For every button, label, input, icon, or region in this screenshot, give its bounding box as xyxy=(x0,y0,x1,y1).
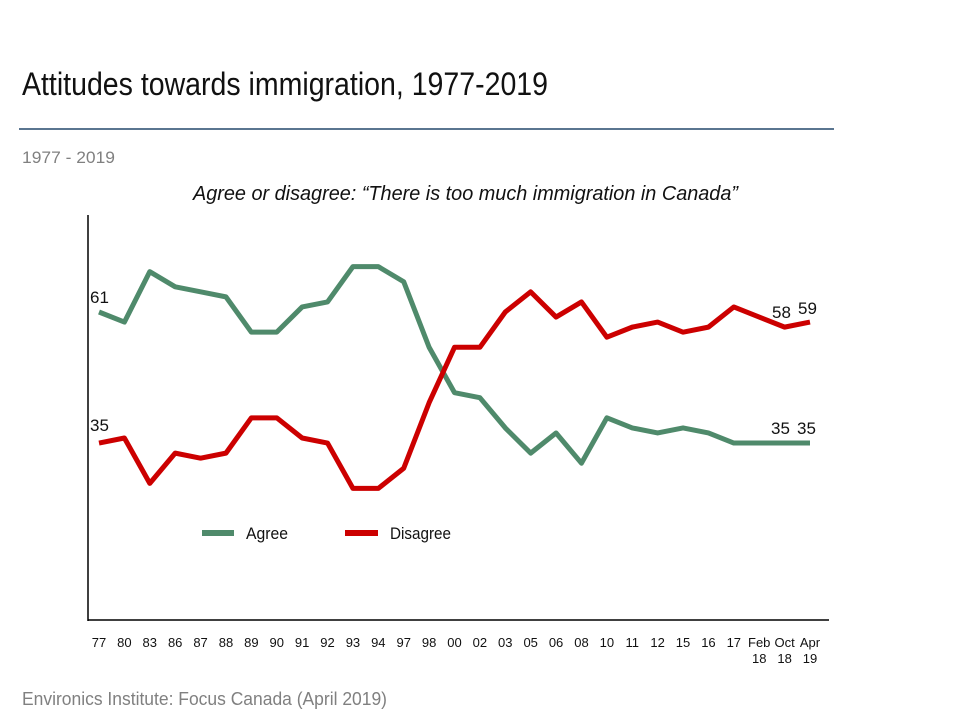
x-tick-label: 92 xyxy=(320,635,334,650)
x-tick-label: 17 xyxy=(727,635,741,650)
label-agree-start: 61 xyxy=(90,288,109,307)
x-tick-label: 87 xyxy=(193,635,207,650)
x-tick-label: 80 xyxy=(117,635,131,650)
label-disagree-start: 35 xyxy=(90,416,109,435)
x-tick-label: 10 xyxy=(600,635,614,650)
x-tick-label: 16 xyxy=(701,635,715,650)
x-tick-label: 90 xyxy=(270,635,284,650)
slide-subtitle: 1977 - 2019 xyxy=(22,148,115,167)
slide-title: Attitudes towards immigration, 1977-2019 xyxy=(22,66,548,102)
chart-title: Agree or disagree: “There is too much im… xyxy=(192,183,739,205)
x-tick-label: Apr xyxy=(800,635,821,650)
x-tick-label: 98 xyxy=(422,635,436,650)
x-tick-label: 97 xyxy=(396,635,410,650)
series-line-disagree xyxy=(98,289,811,491)
x-tick-label: 18 xyxy=(777,651,791,666)
x-tick-label: Feb xyxy=(748,635,770,650)
x-tick-label: 94 xyxy=(371,635,385,650)
x-tick-label: 12 xyxy=(650,635,664,650)
legend-label-agree: Agree xyxy=(246,524,288,543)
label-disagree-oct18: 58 xyxy=(772,303,791,322)
label-agree-oct18: 35 xyxy=(771,419,790,438)
x-tick-label: 06 xyxy=(549,635,563,650)
legend-label-disagree: Disagree xyxy=(390,524,451,543)
x-tick-label: 11 xyxy=(626,635,640,650)
x-tick-label: 86 xyxy=(168,635,182,650)
label-agree-apr19: 35 xyxy=(797,419,816,438)
label-disagree-apr19: 59 xyxy=(798,299,817,318)
x-tick-label: 08 xyxy=(574,635,588,650)
x-tick-label: 19 xyxy=(803,651,817,666)
x-tick-labels: 77 80 83 86 87 88 89 90 91 92 93 94 97 98 00 02 03 05 06 08… xyxy=(92,635,821,666)
series-lines xyxy=(98,264,811,491)
series-line-agree xyxy=(98,264,810,466)
source-note: Environics Institute: Focus Canada (Apri… xyxy=(22,689,387,709)
legend: Agree Disagree xyxy=(202,524,451,543)
x-tick-label: 15 xyxy=(676,635,690,650)
x-tick-label: 93 xyxy=(346,635,360,650)
x-tick-label: 77 xyxy=(92,635,106,650)
x-tick-label: 89 xyxy=(244,635,258,650)
x-tick-label: Oct xyxy=(774,635,795,650)
x-tick-label: 02 xyxy=(473,635,487,650)
x-tick-label: 83 xyxy=(143,635,157,650)
x-tick-label: 03 xyxy=(498,635,512,650)
x-tick-label: 05 xyxy=(523,635,537,650)
x-tick-label: 00 xyxy=(447,635,461,650)
x-tick-label: 91 xyxy=(295,635,309,650)
x-tick-label: 18 xyxy=(752,651,766,666)
x-tick-label: 88 xyxy=(219,635,233,650)
